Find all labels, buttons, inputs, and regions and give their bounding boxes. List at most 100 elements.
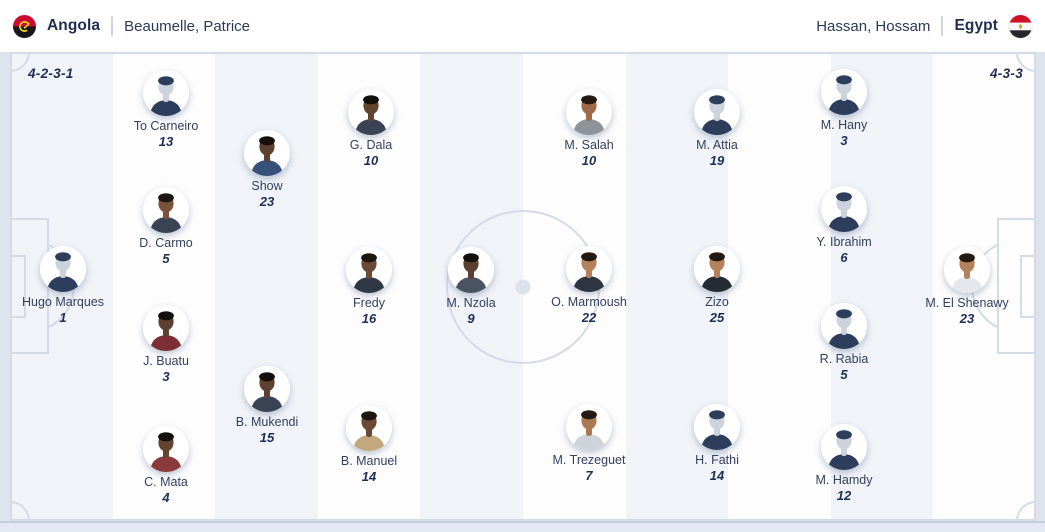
player-name: To Carneiro	[133, 119, 199, 133]
player-m-hamdy[interactable]: M. Hamdy 12	[779, 424, 909, 504]
player-name: G. Dala	[349, 138, 393, 152]
player-b-mukendi[interactable]: B. Mukendi 15	[202, 366, 332, 446]
player-avatar[interactable]	[348, 89, 394, 135]
player-number: 19	[709, 153, 725, 168]
player-number: 16	[361, 311, 377, 326]
player-to-carneiro[interactable]: To Carneiro 13	[101, 70, 231, 150]
header-separator	[941, 16, 944, 36]
home-team-header: Angola Beaumelle, Patrice	[13, 14, 251, 38]
player-avatar[interactable]	[244, 366, 290, 412]
player-o-marmoush[interactable]: O. Marmoush 22	[524, 246, 654, 326]
player-name: B. Manuel	[340, 454, 398, 468]
player-number: 3	[162, 369, 170, 384]
player-number: 13	[158, 134, 174, 149]
player-avatar[interactable]	[143, 426, 189, 472]
player-hugo-marques[interactable]: Hugo Marques 1	[0, 246, 128, 326]
player-name: R. Rabia	[819, 352, 869, 366]
player-number: 5	[840, 367, 848, 382]
player-number: 22	[581, 310, 597, 325]
player-r-rabia[interactable]: R. Rabia 5	[779, 303, 909, 383]
player-avatar[interactable]	[694, 89, 740, 135]
player-zizo[interactable]: Zizo 25	[652, 246, 782, 326]
player-avatar[interactable]	[143, 187, 189, 233]
player-name: Zizo	[705, 295, 729, 309]
player-number: 7	[585, 468, 593, 483]
player-avatar[interactable]	[244, 130, 290, 176]
player-number: 15	[259, 430, 275, 445]
player-m-el-shenawy[interactable]: M. El Shenawy 23	[902, 247, 1032, 327]
player-avatar[interactable]	[346, 405, 392, 451]
player-number: 10	[581, 153, 597, 168]
player-number: 25	[709, 310, 725, 325]
player-number: 6	[840, 250, 848, 265]
player-avatar[interactable]	[944, 247, 990, 293]
player-m-attia[interactable]: M. Attia 19	[652, 89, 782, 169]
player-avatar[interactable]	[566, 89, 612, 135]
player-avatar[interactable]	[821, 303, 867, 349]
player-name: Fredy	[353, 296, 385, 310]
player-name: Show	[251, 179, 283, 193]
away-team-header: Hassan, Hossam Egypt	[816, 14, 1032, 38]
player-g-dala[interactable]: G. Dala 10	[306, 89, 436, 169]
away-team-name[interactable]: Egypt	[954, 17, 998, 34]
player-number: 14	[361, 469, 377, 484]
player-avatar[interactable]	[566, 246, 612, 292]
player-d-carmo[interactable]: D. Carmo 5	[101, 187, 231, 267]
player-name: O. Marmoush	[551, 295, 627, 309]
player-number: 1	[59, 310, 67, 325]
player-name: M. Hamdy	[815, 473, 873, 487]
player-number: 3	[840, 133, 848, 148]
player-name: B. Mukendi	[235, 415, 299, 429]
player-number: 10	[363, 153, 379, 168]
player-avatar[interactable]	[694, 246, 740, 292]
player-avatar[interactable]	[40, 246, 86, 292]
player-b-manuel[interactable]: B. Manuel 14	[304, 405, 434, 485]
away-formation-label: 4-3-3	[989, 66, 1023, 81]
player-name: D. Carmo	[139, 236, 193, 250]
home-team-name[interactable]: Angola	[47, 17, 101, 34]
player-m-salah[interactable]: M. Salah 10	[524, 89, 654, 169]
player-number: 12	[836, 488, 852, 503]
player-number: 5	[162, 251, 170, 266]
player-m-trezeguet[interactable]: M. Trezeguet 7	[524, 404, 654, 484]
player-number: 4	[162, 490, 170, 505]
centre-spot	[515, 279, 531, 295]
player-c-mata[interactable]: C. Mata 4	[101, 426, 231, 506]
player-name: J. Buatu	[143, 354, 189, 368]
player-y-ibrahim[interactable]: Y. Ibrahim 6	[779, 186, 909, 266]
player-name: M. Trezeguet	[552, 453, 626, 467]
player-number: 9	[467, 311, 475, 326]
player-number: 14	[709, 468, 725, 483]
player-avatar[interactable]	[346, 247, 392, 293]
player-fredy[interactable]: Fredy 16	[304, 247, 434, 327]
player-m-hany[interactable]: M. Hany 3	[779, 69, 909, 149]
player-avatar[interactable]	[821, 424, 867, 470]
player-number: 23	[959, 311, 975, 326]
player-name: Y. Ibrahim	[816, 235, 872, 249]
player-j-buatu[interactable]: J. Buatu 3	[101, 305, 231, 385]
player-avatar[interactable]	[143, 70, 189, 116]
player-m-nzola[interactable]: M. Nzola 9	[406, 247, 536, 327]
player-name: M. Hany	[820, 118, 868, 132]
pitch-bottom-edge	[0, 521, 1045, 532]
player-name: Hugo Marques	[22, 295, 104, 309]
player-name: M. Salah	[564, 138, 614, 152]
player-avatar[interactable]	[566, 404, 612, 450]
pitch-stripe	[728, 52, 831, 521]
player-name: M. El Shenawy	[925, 296, 1009, 310]
player-number: 23	[259, 194, 275, 209]
home-coach-name: Beaumelle, Patrice	[124, 17, 251, 35]
match-header: Angola Beaumelle, Patrice Hassan, Hossam…	[0, 0, 1045, 52]
player-name: M. Attia	[696, 138, 738, 152]
player-avatar[interactable]	[821, 69, 867, 115]
player-avatar[interactable]	[694, 404, 740, 450]
player-h-fathi[interactable]: H. Fathi 14	[652, 404, 782, 484]
player-avatar[interactable]	[821, 186, 867, 232]
player-name: H. Fathi	[695, 453, 739, 467]
player-show[interactable]: Show 23	[202, 130, 332, 210]
player-avatar[interactable]	[143, 305, 189, 351]
player-avatar[interactable]	[448, 247, 494, 293]
player-name: C. Mata	[144, 475, 188, 489]
player-name: M. Nzola	[446, 296, 496, 310]
